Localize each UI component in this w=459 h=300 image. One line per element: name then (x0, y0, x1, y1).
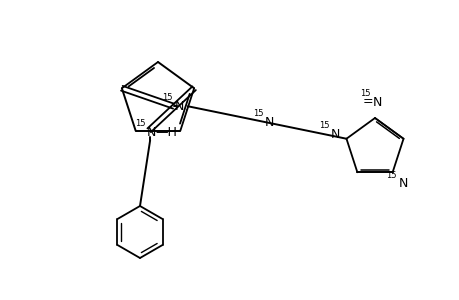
Text: 15: 15 (134, 119, 145, 128)
Text: 15: 15 (162, 93, 173, 102)
Text: N: N (330, 128, 340, 141)
Text: N: N (398, 177, 407, 190)
Text: N: N (372, 95, 381, 109)
Text: —H: —H (155, 126, 177, 139)
Text: 15: 15 (386, 171, 396, 180)
Text: 15: 15 (360, 89, 370, 98)
Text: .: . (185, 100, 189, 113)
Text: N: N (174, 100, 184, 113)
Text: N: N (147, 126, 156, 139)
Text: =: = (362, 95, 373, 109)
Text: 15: 15 (318, 122, 329, 130)
Text: 15: 15 (252, 110, 263, 118)
Text: N: N (264, 116, 274, 129)
